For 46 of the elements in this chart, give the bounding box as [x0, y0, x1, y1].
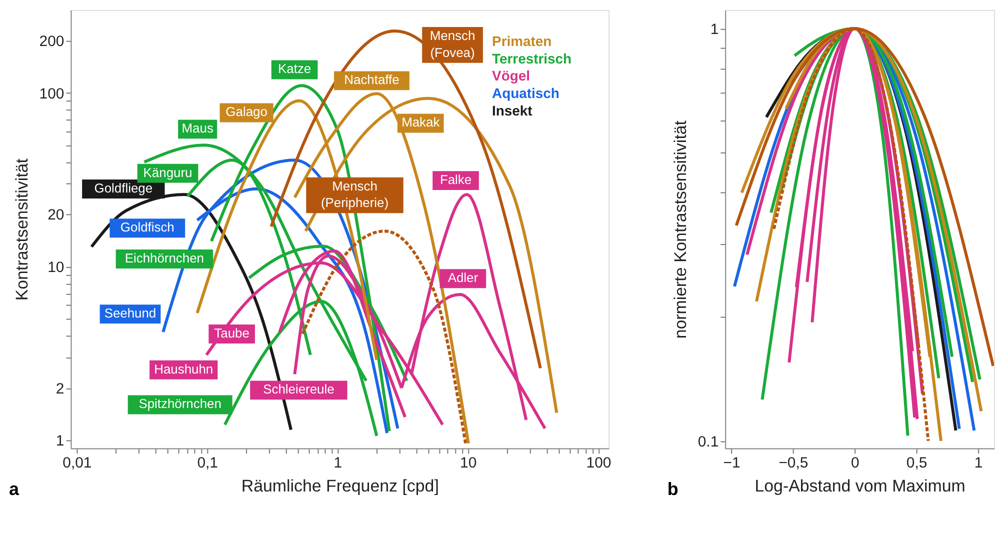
series-label: Haushuhn — [154, 361, 214, 376]
annotation: Insekt — [492, 102, 533, 119]
y-tick-label: 100 — [39, 85, 64, 102]
series-label: Nachtaffe — [344, 72, 400, 88]
x-axis-title: Log-Abstand vom Maximum — [754, 476, 966, 496]
y-axis-title: normierte Kontrastsensitivität — [670, 120, 690, 339]
x-tick-label: 0,01 — [62, 454, 92, 472]
x-tick-label: −0,5 — [778, 454, 808, 472]
series-label: Adler — [448, 270, 479, 286]
series-label: Goldfisch — [120, 220, 174, 235]
annotation: Primaten — [492, 32, 552, 49]
x-tick-label: −1 — [723, 454, 740, 472]
y-tick-label: 20 — [48, 206, 64, 224]
x-tick-label: 0,5 — [906, 454, 928, 472]
annotation: Aquatisch — [492, 85, 560, 102]
text: Eichhörnchen — [124, 250, 204, 266]
series-label: Seehund — [104, 306, 156, 321]
y-tick-label: 2 — [56, 380, 64, 398]
series-label: Känguru — [143, 164, 192, 180]
annotation: Terrestrisch — [492, 50, 572, 66]
x-axis-title: Räumliche Frequenz [cpd] — [241, 476, 439, 496]
x-tick-label: 0 — [850, 454, 860, 472]
series-label: Maus — [182, 120, 214, 136]
x-tick-label: 1 — [334, 454, 342, 472]
series-label: Mensch (Fovea) — [430, 28, 476, 60]
y-tick-label: 10 — [48, 259, 64, 276]
x-tick-label: 1 — [974, 454, 983, 472]
x-tick-label: 10 — [460, 454, 477, 472]
x-tick-label: 100 — [586, 454, 612, 472]
y-tick-label: 0.1 — [698, 433, 719, 450]
y-tick-label: 200 — [39, 33, 64, 50]
series-label: Galago — [226, 104, 268, 120]
series-label: Falke — [440, 172, 472, 188]
text: b — [667, 479, 678, 500]
series-label: Goldfliege — [94, 180, 153, 196]
series-label: Spitzhörnchen — [138, 396, 222, 412]
x-tick-label: 0,1 — [197, 454, 218, 472]
series-label: Katze — [278, 61, 312, 76]
text: a — [8, 479, 20, 500]
series-label: Makak — [402, 114, 440, 130]
annotation: Vögel — [492, 68, 530, 84]
series-label: Schleiereule — [263, 382, 334, 397]
text: Taube — [214, 325, 250, 340]
series-label: Mensch (Peripherie) — [320, 178, 389, 210]
y-axis-title: Kontrastsensitivität — [12, 158, 32, 301]
y-tick-label: 1 — [56, 432, 64, 450]
